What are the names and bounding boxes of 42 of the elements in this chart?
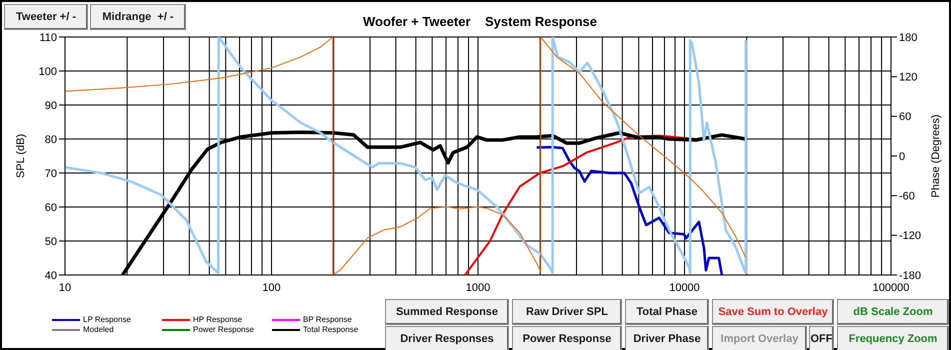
y-tick-label: 40 (44, 270, 57, 282)
y-tick-label: 60 (44, 202, 57, 214)
legend-label: Power Response (193, 325, 254, 334)
y2-tick-label: -120 (899, 230, 922, 242)
x-tick-label: 10000 (669, 282, 700, 294)
x-tick-label: 1000 (466, 282, 490, 294)
x-tick-label: 100 (262, 282, 281, 294)
y-tick-label: 50 (44, 236, 57, 248)
legend-label: HP Response (193, 315, 242, 324)
y-tick-label: 100 (38, 66, 57, 78)
y-tick-label: 110 (39, 32, 57, 44)
button: Power Response (512, 326, 622, 350)
y-tick-label: 80 (44, 134, 57, 146)
button: Driver Phase (625, 326, 709, 350)
chart-title: Woofer + Tweeter System Response (363, 14, 597, 29)
y2-axis-title: Phase (Degrees) (930, 114, 942, 198)
y2-tick-label: 180 (899, 32, 918, 44)
x-tick-label: 100000 (872, 282, 910, 294)
y2-tick-label: 0 (899, 150, 906, 163)
button: Tweeter +/ - (4, 4, 88, 30)
button: Import Overlay (712, 326, 807, 350)
y2-tick-label: -180 (899, 270, 922, 282)
y-axis-title: SPL (dB) (14, 134, 27, 178)
button: Summed Response (385, 299, 509, 325)
button: Driver Responses (385, 326, 509, 350)
y2-tick-label: -60 (899, 190, 915, 203)
legend-label: Modeled (83, 325, 114, 334)
button: OFF (809, 326, 834, 350)
y-tick-label: 90 (44, 100, 57, 112)
y-tick-label: 70 (44, 168, 57, 180)
legend-label: Total Response (303, 325, 358, 334)
button: Save Sum to Overlay (712, 299, 834, 325)
y2-tick-label: 120 (899, 72, 918, 84)
legend-label: BP Response (303, 315, 352, 324)
button: Raw Driver SPL (512, 299, 622, 325)
button: Midrange +/ - (90, 4, 186, 30)
button: Total Phase (625, 299, 709, 325)
x-tick-label: 10 (58, 282, 72, 294)
button: Frequency Zoom (837, 326, 949, 350)
legend-label: LP Response (83, 315, 131, 324)
button: dB Scale Zoom (837, 299, 949, 325)
y2-tick-label: 60 (899, 111, 912, 124)
